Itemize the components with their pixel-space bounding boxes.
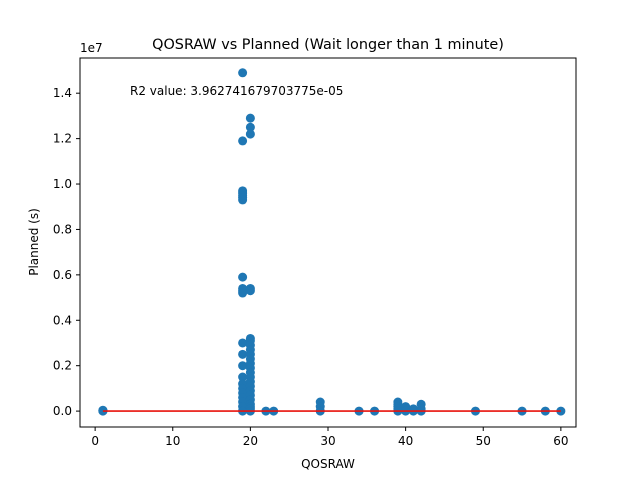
scatter-point	[238, 338, 248, 348]
y-axis-label: Planned (s)	[27, 208, 41, 276]
axes-frame	[79, 57, 577, 428]
x-tick-label: 0	[91, 434, 99, 448]
y-offset-label: 1e7	[80, 41, 103, 55]
scatter-point	[238, 68, 248, 78]
y-tick-label: 0.6	[53, 268, 72, 282]
x-tick-label: 40	[398, 434, 413, 448]
x-tick-label: 50	[476, 434, 491, 448]
x-axis-label: QOSRAW	[301, 457, 355, 471]
x-tick-label: 60	[553, 434, 568, 448]
scatter-point	[238, 372, 248, 382]
scatter-point	[245, 122, 255, 132]
chart-title: QOSRAW vs Planned (Wait longer than 1 mi…	[152, 37, 504, 53]
y-tick-label: 0.4	[53, 313, 72, 327]
y-tick-label: 0.2	[53, 359, 72, 373]
axis-ticks: 0 10 20 30 40 50 60 0.0 0.2 0.4 0.6 0.8 1.0 1.2 1.4	[53, 86, 569, 448]
scatter-point	[238, 361, 248, 371]
scatter-point	[238, 136, 248, 146]
x-tick-label: 30	[320, 434, 335, 448]
scatter-point	[238, 349, 248, 359]
x-tick-label: 10	[165, 434, 180, 448]
y-tick-label: 1.2	[53, 132, 72, 146]
r2-annotation: R2 value: 3.962741679703775e-05	[130, 84, 343, 98]
scatter-point	[245, 113, 255, 123]
scatter-point	[238, 288, 248, 298]
scatter-point	[245, 286, 255, 296]
scatter-point	[238, 272, 248, 282]
scatter-point	[245, 129, 255, 139]
x-tick-label: 20	[243, 434, 258, 448]
y-tick-label: 0.8	[53, 222, 72, 236]
y-tick-label: 1.0	[53, 177, 72, 191]
scatter-point	[98, 405, 108, 415]
y-tick-label: 1.4	[53, 86, 72, 100]
y-tick-label: 0.0	[53, 404, 72, 418]
plot-area	[98, 68, 566, 416]
scatter-point	[238, 195, 248, 205]
